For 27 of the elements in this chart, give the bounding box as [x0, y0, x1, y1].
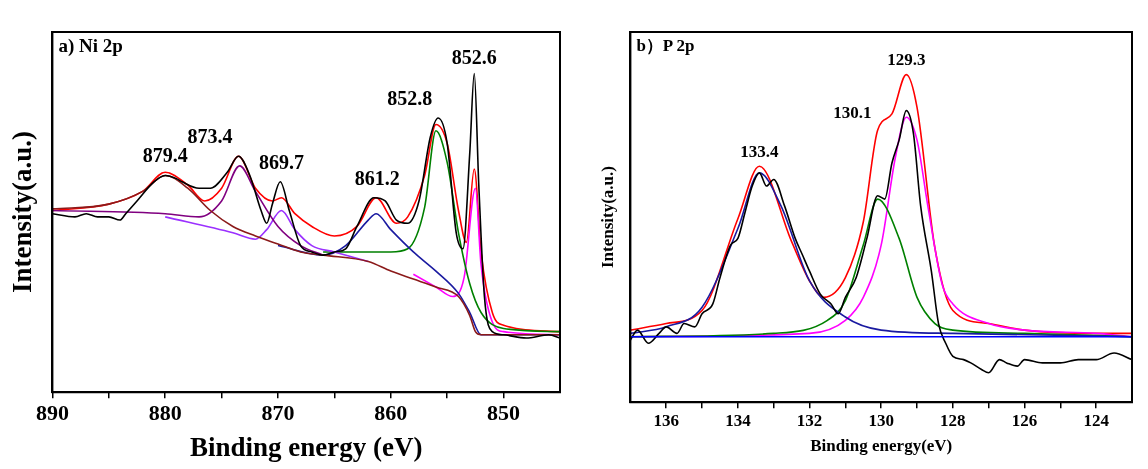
x-axis-title: Binding energy(eV) — [810, 436, 953, 456]
x-axis-title: Binding energy (eV) — [189, 431, 423, 462]
x-tick-label: 880 — [148, 400, 182, 426]
x-tick-label: 128 — [940, 410, 966, 430]
x-tick-label: 860 — [374, 400, 408, 426]
x-tick-label: 132 — [796, 410, 823, 430]
x-tick-label: 870 — [261, 400, 295, 426]
x-tick-label: 134 — [725, 410, 752, 430]
annotation: 130.1 — [833, 102, 872, 122]
chart-title: a) Ni 2p — [58, 35, 123, 58]
x-tick-label: 130 — [868, 410, 894, 430]
x-tick-label: 136 — [653, 410, 679, 430]
annotation: 129.3 — [887, 50, 926, 70]
annotation: 133.4 — [740, 142, 780, 162]
annotation: 861.2 — [354, 166, 400, 189]
x-tick-label: 126 — [1011, 410, 1038, 430]
annotation: 873.4 — [187, 125, 233, 148]
y-axis-title: Intensity(a.u.) — [7, 131, 38, 294]
x-tick-label: 124 — [1083, 410, 1110, 430]
annotation: 869.7 — [258, 150, 304, 173]
chart-title: b）P 2p — [636, 35, 695, 55]
x-tick-label: 850 — [487, 400, 521, 426]
annotation: 852.6 — [451, 45, 497, 68]
y-axis-title: Intensity(a.u.) — [597, 166, 617, 269]
annotation: 879.4 — [142, 144, 188, 167]
x-tick-label: 890 — [35, 400, 69, 426]
annotation: 852.8 — [387, 87, 433, 110]
